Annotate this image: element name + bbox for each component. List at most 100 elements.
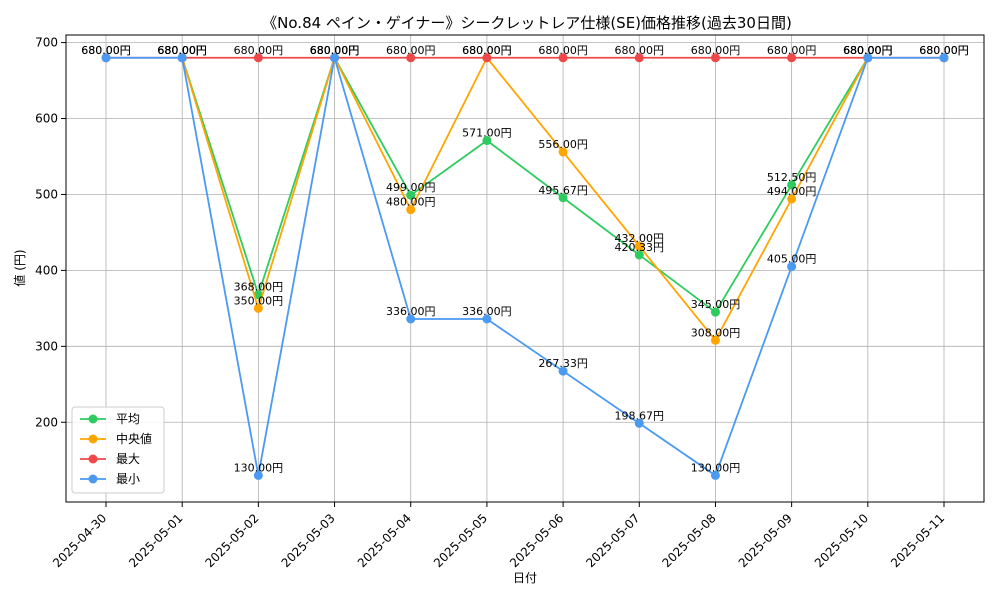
data-label: 336.00円 [462, 305, 512, 318]
data-point [939, 53, 949, 63]
data-labels: 680.00円 368.00円 680.00円 499.00円 571.00円 495.6… [81, 44, 969, 475]
data-label: 680.00円 [386, 44, 436, 57]
legend-box [71, 406, 165, 494]
data-point [482, 136, 492, 146]
x-tick-label: 2025-05-01 [126, 511, 185, 570]
data-point [634, 53, 644, 63]
data-label: 267.33円 [538, 357, 588, 370]
data-point [710, 470, 720, 480]
x-axis-label: 日付 [513, 571, 537, 585]
data-point [253, 290, 263, 300]
x-tick-label: 2025-05-08 [660, 511, 719, 570]
data-label: 345.00円 [691, 298, 741, 311]
data-point [482, 53, 492, 63]
data-point [787, 180, 797, 190]
x-tick-label: 2025-05-10 [812, 511, 871, 570]
data-label: 680.00円 [615, 44, 665, 57]
data-point [634, 250, 644, 260]
x-tick-label: 2025-05-05 [431, 511, 490, 570]
x-tick-label: 2025-05-11 [888, 511, 947, 570]
data-label: 680.00円 [462, 44, 512, 57]
data-label: 680.00円 [310, 44, 360, 57]
data-label: 680.00円 [234, 44, 284, 57]
x-tick-label: 2025-05-07 [583, 511, 642, 570]
y-tick-label: 500 [35, 187, 58, 201]
legend-marker [88, 454, 98, 464]
data-point [253, 53, 263, 63]
data-label: 130.00円 [691, 461, 741, 474]
x-tick-label: 2025-05-04 [355, 511, 414, 570]
data-point [558, 193, 568, 203]
data-label: 350.00円 [234, 294, 284, 307]
data-label: 420.33円 [615, 241, 665, 254]
data-label: 495.67円 [538, 184, 588, 197]
data-label: 680.00円 [843, 44, 893, 57]
data-label: 405.00円 [767, 253, 817, 266]
legend-marker [88, 434, 98, 444]
data-point [406, 190, 416, 200]
x-tick-label: 2025-05-03 [279, 511, 338, 570]
data-label: 680.00円 [843, 44, 893, 57]
data-point [863, 53, 873, 63]
y-axis-label: 値 (円) [12, 249, 27, 286]
plot-frame [65, 34, 985, 503]
data-label: 368.00円 [234, 281, 284, 294]
data-label: 680.00円 [462, 44, 512, 57]
data-point [330, 53, 340, 63]
data-point [710, 307, 720, 317]
data-label: 680.00円 [538, 44, 588, 57]
data-point [710, 335, 720, 345]
x-tick-label: 2025-05-06 [507, 511, 566, 570]
data-label: 494.00円 [767, 185, 817, 198]
grid [66, 35, 984, 502]
data-point [406, 53, 416, 63]
data-label: 680.00円 [919, 44, 969, 57]
chart-title: 《No.84 ペイン・ゲイナー》シークレットレア仕様(SE)価格推移(過去30日… [262, 14, 792, 32]
data-label: 680.00円 [310, 44, 360, 57]
data-label: 680.00円 [157, 44, 207, 57]
data-label: 680.00円 [81, 44, 131, 57]
data-point [101, 53, 111, 63]
data-label: 680.00円 [157, 44, 207, 57]
legend-marker [88, 414, 98, 424]
y-tick-label: 700 [35, 36, 58, 50]
data-label: 512.50円 [767, 171, 817, 184]
data-point [634, 241, 644, 251]
x-tick-label: 2025-05-09 [736, 511, 795, 570]
y-tick-label: 200 [35, 415, 58, 429]
data-label: 680.00円 [691, 44, 741, 57]
data-point [177, 53, 187, 63]
data-point [558, 147, 568, 157]
data-label: 336.00円 [386, 305, 436, 318]
x-axis: 2025-04-30 2025-05-01 2025-05-02 2025-05-03… [50, 502, 947, 570]
data-point [787, 262, 797, 272]
legend-label: 最小 [116, 472, 140, 486]
data-point [634, 418, 644, 428]
data-point [787, 194, 797, 204]
series-2 [101, 53, 949, 63]
y-tick-label: 600 [35, 112, 58, 126]
data-point [787, 53, 797, 63]
data-point [558, 366, 568, 376]
legend-label: 平均 [116, 412, 140, 426]
data-label: 680.00円 [843, 44, 893, 57]
x-tick-label: 2025-05-02 [202, 511, 261, 570]
y-tick-label: 300 [35, 339, 58, 353]
legend-label: 最大 [116, 452, 140, 466]
series-3 [101, 53, 949, 480]
data-point [482, 314, 492, 324]
x-tick-label: 2025-04-30 [50, 511, 109, 570]
data-label: 198.67円 [615, 409, 665, 422]
data-label: 680.00円 [81, 44, 131, 57]
data-label: 680.00円 [157, 44, 207, 57]
legend-marker [88, 474, 98, 484]
data-point [710, 53, 720, 63]
data-label: 680.00円 [767, 44, 817, 57]
data-label: 571.00円 [462, 127, 512, 140]
data-label: 480.00円 [386, 196, 436, 209]
data-point [406, 205, 416, 215]
legend-label: 中央値 [116, 431, 152, 446]
data-label: 680.00円 [843, 44, 893, 57]
